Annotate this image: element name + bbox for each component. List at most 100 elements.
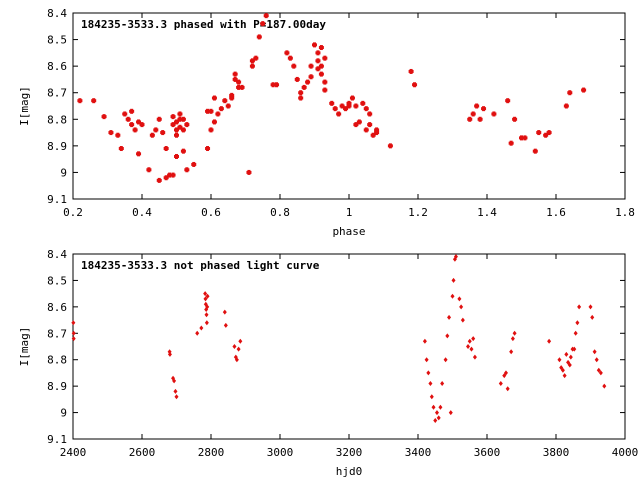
unphased-data-point bbox=[567, 362, 572, 368]
unphased-data-point bbox=[450, 293, 455, 299]
phased-ytick-label: 8.9 bbox=[47, 140, 67, 153]
phased-data-point bbox=[184, 167, 190, 173]
phased-data-point bbox=[232, 76, 238, 82]
unphased-data-point bbox=[577, 304, 582, 310]
phased-data-point bbox=[360, 100, 366, 106]
unphased-data-point bbox=[596, 367, 601, 373]
unphased-data-point bbox=[447, 314, 452, 320]
unphased-data-point bbox=[436, 415, 441, 421]
phased-data-point bbox=[108, 130, 114, 136]
unphased-data-point bbox=[573, 330, 578, 336]
phased-data-point bbox=[349, 95, 355, 101]
phased-xtick-label: 0.8 bbox=[270, 206, 290, 219]
phased-data-point bbox=[322, 55, 328, 61]
phased-data-point bbox=[256, 34, 262, 40]
unphased-data-point bbox=[222, 309, 227, 315]
unphased-data-point bbox=[509, 349, 514, 355]
unphased-data-point bbox=[466, 344, 471, 349]
phased-data-point bbox=[374, 127, 380, 133]
unphased-data-point bbox=[424, 357, 429, 363]
phased-xtick-label: 1.8 bbox=[615, 206, 635, 219]
unphased-ytick-label: 8.6 bbox=[47, 301, 67, 314]
phased-data-point bbox=[208, 108, 214, 114]
unphased-data-point bbox=[512, 330, 517, 336]
unphased-plot-xlabel: hjd0 bbox=[336, 465, 363, 478]
phased-data-point bbox=[294, 76, 300, 82]
unphased-data-point bbox=[453, 254, 458, 260]
phased-ytick-label: 8.7 bbox=[47, 87, 67, 100]
phased-data-point bbox=[77, 98, 83, 104]
unphased-data-point bbox=[429, 394, 434, 400]
phased-data-point bbox=[532, 148, 538, 154]
unphased-data-point bbox=[440, 381, 445, 386]
unphased-data-point bbox=[203, 296, 208, 302]
phased-data-point bbox=[253, 55, 259, 61]
unphased-data-point bbox=[426, 370, 431, 376]
phased-data-point bbox=[146, 167, 152, 173]
phased-data-point bbox=[122, 111, 128, 117]
phased-data-point bbox=[408, 68, 414, 74]
phased-data-point bbox=[519, 135, 524, 141]
unphased-data-point bbox=[422, 338, 427, 344]
phased-data-point bbox=[170, 122, 176, 128]
unphased-data-point bbox=[602, 383, 607, 389]
phased-data-point bbox=[139, 122, 145, 128]
phased-data-point bbox=[115, 132, 121, 138]
unphased-xtick-label: 3400 bbox=[405, 446, 432, 459]
phased-data-point bbox=[229, 92, 235, 98]
phased-data-point bbox=[163, 175, 169, 181]
phased-data-point bbox=[191, 161, 197, 167]
unphased-data-point bbox=[238, 338, 243, 344]
phased-data-point bbox=[156, 177, 162, 183]
phased-data-point bbox=[367, 111, 373, 117]
unphased-data-point bbox=[471, 336, 476, 342]
phased-data-point bbox=[249, 63, 255, 69]
unphased-data-point bbox=[451, 277, 456, 283]
phased-data-point bbox=[118, 146, 124, 152]
phased-data-point bbox=[567, 90, 573, 96]
phased-data-point bbox=[163, 146, 169, 152]
phased-data-point bbox=[298, 95, 304, 101]
phased-data-point bbox=[322, 79, 328, 85]
phased-data-point bbox=[512, 116, 518, 122]
phased-data-point bbox=[218, 106, 224, 112]
unphased-data-point bbox=[575, 320, 580, 326]
unphased-data-point bbox=[434, 410, 439, 416]
unphased-xtick-label: 2400 bbox=[60, 446, 87, 459]
phased-data-point bbox=[301, 84, 307, 90]
phased-data-point bbox=[132, 127, 138, 133]
phased-data-point bbox=[270, 82, 276, 88]
phased-xtick-label: 1.6 bbox=[546, 206, 566, 219]
unphased-plot-ylabel: I[mag] bbox=[18, 327, 31, 367]
unphased-xtick-label: 3200 bbox=[336, 446, 363, 459]
phased-data-point bbox=[477, 116, 483, 122]
phased-data-point bbox=[318, 63, 324, 69]
phased-data-point bbox=[536, 130, 542, 136]
phased-data-point bbox=[136, 151, 142, 157]
unphased-data-point bbox=[457, 296, 462, 302]
phased-data-point bbox=[315, 58, 321, 64]
phased-data-point bbox=[346, 100, 352, 106]
unphased-data-point bbox=[234, 357, 239, 363]
phased-data-point bbox=[177, 116, 183, 122]
unphased-data-point bbox=[564, 351, 569, 357]
phased-data-point bbox=[232, 71, 238, 77]
unphased-data-point bbox=[71, 320, 76, 326]
phased-data-point bbox=[284, 50, 290, 56]
phased-data-point bbox=[387, 143, 393, 149]
unphased-ytick-label: 9.1 bbox=[47, 433, 67, 446]
unphased-data-point bbox=[223, 322, 228, 328]
phased-ytick-label: 8.4 bbox=[47, 7, 67, 20]
phased-data-point bbox=[211, 95, 217, 101]
unphased-data-point bbox=[557, 357, 562, 363]
phased-data-point bbox=[522, 135, 528, 141]
phased-data-point bbox=[508, 140, 514, 146]
phased-data-point bbox=[205, 108, 211, 114]
phased-data-point bbox=[543, 132, 549, 138]
unphased-data-point bbox=[510, 336, 515, 342]
unphased-plot-title: 184235-3533.3 not phased light curve bbox=[81, 259, 320, 272]
phased-data-point bbox=[546, 130, 552, 136]
unphased-data-point bbox=[445, 333, 450, 339]
phased-data-point bbox=[180, 127, 186, 133]
